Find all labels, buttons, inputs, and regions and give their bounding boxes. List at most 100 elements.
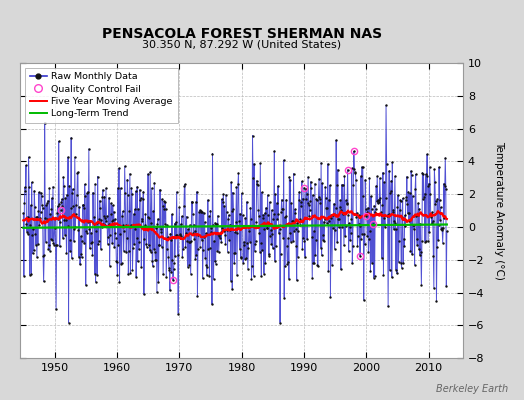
Point xyxy=(370,273,379,280)
Point xyxy=(174,234,183,240)
Point xyxy=(402,194,410,200)
Point xyxy=(233,230,242,236)
Point xyxy=(276,250,285,257)
Point xyxy=(81,193,90,200)
Point xyxy=(265,253,274,259)
Point xyxy=(343,166,352,173)
Point xyxy=(21,184,29,190)
Point xyxy=(384,212,392,218)
Point xyxy=(438,226,446,233)
Point xyxy=(226,277,235,284)
Point xyxy=(380,215,389,222)
Point xyxy=(442,283,451,289)
Point xyxy=(234,180,242,187)
Point xyxy=(44,245,52,252)
Point xyxy=(324,161,332,167)
Point xyxy=(323,205,332,211)
Point xyxy=(299,234,308,241)
Point xyxy=(304,202,313,208)
Point xyxy=(180,183,189,189)
Point xyxy=(275,230,283,236)
Point xyxy=(31,242,40,248)
Point xyxy=(429,218,437,224)
Point xyxy=(399,236,408,242)
Point xyxy=(388,159,397,166)
Point xyxy=(387,178,396,184)
Point xyxy=(29,247,38,254)
Point xyxy=(347,165,356,172)
Point xyxy=(97,224,106,230)
Point xyxy=(59,235,67,241)
Point xyxy=(132,274,140,280)
Point xyxy=(238,212,247,219)
Point xyxy=(222,209,231,216)
Point xyxy=(269,245,277,251)
Point xyxy=(373,198,381,204)
Point xyxy=(370,202,378,209)
Point xyxy=(436,217,444,223)
Point xyxy=(177,221,185,227)
Point xyxy=(137,195,145,202)
Point xyxy=(257,273,266,280)
Point xyxy=(285,174,293,180)
Point xyxy=(268,207,276,213)
Point xyxy=(198,237,206,243)
Point xyxy=(342,201,351,208)
Point xyxy=(428,209,436,215)
Point xyxy=(307,178,315,185)
Point xyxy=(159,206,168,212)
Point xyxy=(310,260,319,266)
Point xyxy=(423,151,431,157)
Point xyxy=(25,272,34,278)
Point xyxy=(400,243,408,250)
Point xyxy=(146,247,154,254)
Point xyxy=(141,222,149,228)
Point xyxy=(225,236,233,243)
Point xyxy=(409,222,417,228)
Point xyxy=(89,189,97,196)
Point xyxy=(232,219,240,225)
Point xyxy=(333,182,341,188)
Point xyxy=(110,244,118,250)
Point xyxy=(62,250,71,256)
Point xyxy=(353,242,362,249)
Point xyxy=(126,170,134,177)
Point xyxy=(312,236,320,243)
Point xyxy=(138,216,146,222)
Point xyxy=(325,218,334,224)
Point xyxy=(438,224,446,231)
Point xyxy=(214,249,223,255)
Point xyxy=(389,207,398,213)
Point xyxy=(136,186,144,193)
Point xyxy=(303,236,311,242)
Point xyxy=(269,216,278,222)
Point xyxy=(248,262,256,269)
Point xyxy=(407,172,416,178)
Point xyxy=(155,242,163,249)
Point xyxy=(215,231,224,237)
Point xyxy=(357,164,366,170)
Point xyxy=(303,200,312,206)
Point xyxy=(288,218,296,224)
Point xyxy=(363,209,371,216)
Point xyxy=(137,264,146,270)
Point xyxy=(297,198,305,205)
Point xyxy=(85,226,94,232)
Point xyxy=(202,262,211,268)
Point xyxy=(222,191,230,198)
Point xyxy=(56,219,64,225)
Point xyxy=(102,185,110,191)
Point xyxy=(144,171,152,177)
Point xyxy=(122,221,130,228)
Point xyxy=(379,271,388,278)
Point xyxy=(60,217,69,224)
Point xyxy=(148,262,157,269)
Point xyxy=(398,214,406,220)
Point xyxy=(198,209,206,216)
Point xyxy=(404,188,412,195)
Point xyxy=(367,206,376,212)
Point xyxy=(227,208,236,214)
Point xyxy=(129,211,138,217)
Point xyxy=(237,190,246,197)
Point xyxy=(73,170,82,176)
